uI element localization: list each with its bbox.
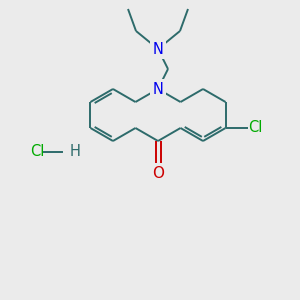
Text: H: H [70, 145, 81, 160]
Text: Cl: Cl [248, 121, 263, 136]
Text: N: N [153, 82, 164, 97]
Text: O: O [152, 166, 164, 181]
Text: Cl: Cl [30, 145, 44, 160]
Text: N: N [153, 41, 164, 56]
